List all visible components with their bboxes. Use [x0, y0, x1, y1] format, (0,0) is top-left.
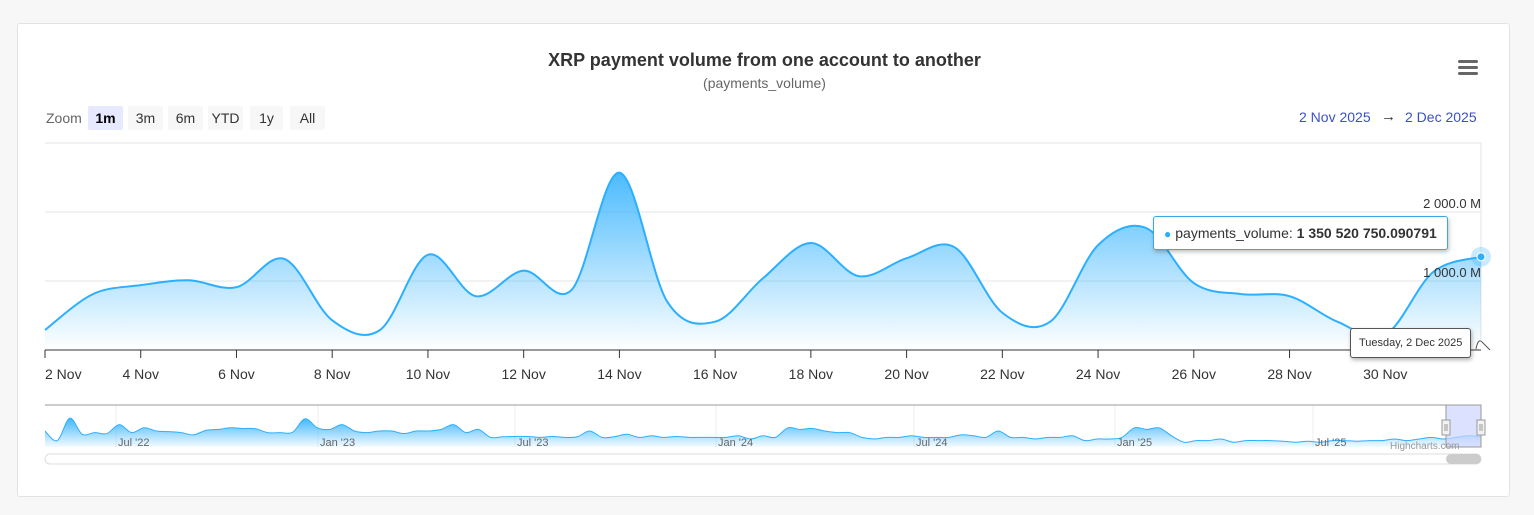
- series-line: [44, 171, 1482, 339]
- tooltip-value: 1 350 520 750.090791: [1296, 225, 1437, 241]
- x-tick-label: 10 Nov: [406, 366, 450, 382]
- x-tick-label: 14 Nov: [597, 366, 641, 382]
- zoom-button-3m[interactable]: 3m: [128, 106, 163, 130]
- scrollbar-thumb[interactable]: [1446, 454, 1481, 464]
- navigator-label: Jan '24: [718, 437, 753, 449]
- range-to[interactable]: 2 Dec 2025: [1405, 109, 1477, 125]
- x-tick-label: 16 Nov: [693, 366, 737, 382]
- hover-marker: [1476, 252, 1486, 262]
- x-tick-label: 20 Nov: [884, 366, 928, 382]
- zoom-label: Zoom: [46, 110, 82, 126]
- x-tick-label: 22 Nov: [980, 366, 1024, 382]
- x-tick-label: 12 Nov: [501, 366, 545, 382]
- zoom-button-ytd[interactable]: YTD: [208, 106, 243, 130]
- range-arrow: →: [1381, 108, 1396, 125]
- x-tick-label: 2 Nov: [45, 366, 82, 382]
- chart-subtitle: (payments_volume): [703, 75, 826, 91]
- tooltip: ● payments_volume: 1 350 520 750.090791: [1153, 216, 1448, 250]
- chart-title: XRP payment volume from one account to a…: [548, 50, 981, 70]
- navigator-handle[interactable]: [1441, 419, 1451, 436]
- y-tick-label: 2 000.0 M: [1423, 196, 1481, 211]
- credits-link[interactable]: Highcharts.com: [1390, 441, 1460, 452]
- navigator-handle[interactable]: [1476, 419, 1486, 436]
- navigator-selection[interactable]: [1445, 404, 1482, 448]
- y-tick-label: 1 000.0 M: [1423, 265, 1481, 280]
- navigator-label: Jul '22: [118, 437, 149, 449]
- x-tick-label: 8 Nov: [314, 366, 351, 382]
- tooltip-series: payments_volume:: [1175, 225, 1293, 241]
- zoom-button-6m[interactable]: 6m: [168, 106, 203, 130]
- navigator-label: Jul '25: [1315, 437, 1346, 449]
- x-tick-label: 28 Nov: [1267, 366, 1311, 382]
- scrollbar-track[interactable]: [44, 453, 1482, 465]
- x-tick-label: 24 Nov: [1076, 366, 1120, 382]
- series-dot-icon: ●: [1164, 227, 1172, 241]
- navigator-label: Jan '25: [1117, 437, 1152, 449]
- x-tick-label: 4 Nov: [122, 366, 159, 382]
- navigator-label: Jan '23: [320, 437, 355, 449]
- zoom-button-1m[interactable]: 1m: [88, 106, 123, 130]
- date-tooltip: Tuesday, 2 Dec 2025: [1350, 328, 1472, 358]
- x-tick-label: 26 Nov: [1172, 366, 1216, 382]
- x-tick-label: 30 Nov: [1363, 366, 1407, 382]
- x-tick-label: 6 Nov: [218, 366, 255, 382]
- zoom-button-all[interactable]: All: [290, 106, 325, 130]
- zoom-button-1y[interactable]: 1y: [250, 106, 283, 130]
- navigator-label: Jul '23: [517, 437, 548, 449]
- range-from[interactable]: 2 Nov 2025: [1299, 109, 1371, 125]
- x-tick-label: 18 Nov: [789, 366, 833, 382]
- hamburger-menu-icon[interactable]: [1458, 60, 1478, 76]
- navigator-label: Jul '24: [916, 437, 947, 449]
